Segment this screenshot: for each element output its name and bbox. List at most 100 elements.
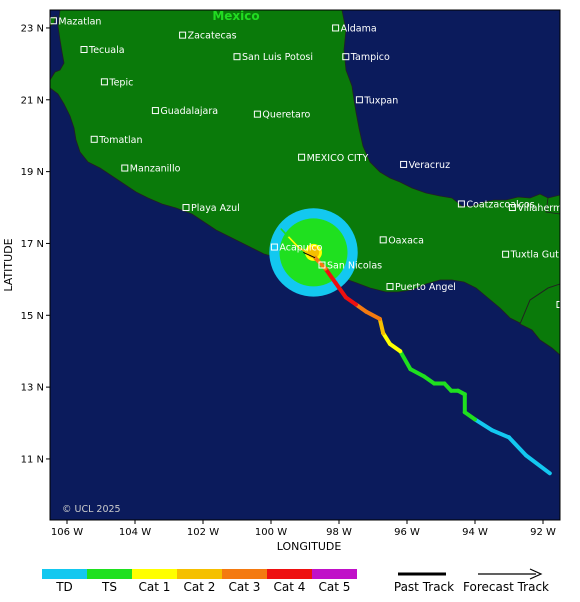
city-label: San Nicolas: [327, 261, 382, 272]
country-label: Mexico: [212, 9, 259, 23]
forecast-track-legend-arrow-icon: [529, 568, 543, 580]
legend-label: Cat 2: [184, 580, 216, 594]
city-label: Acapulco: [279, 243, 322, 254]
y-tick-label: 19 N: [21, 167, 44, 178]
y-tick-label: 23 N: [21, 23, 44, 34]
city-label: Zacatecas: [188, 31, 237, 42]
legend-label: TD: [55, 580, 73, 594]
track-segment: [507, 435, 528, 458]
city-marker: [355, 96, 363, 104]
city-label: Puerto Angel: [395, 282, 456, 293]
city-marker: [379, 236, 387, 244]
city-label: Queretaro: [262, 110, 310, 121]
track-segment: [408, 367, 426, 379]
cities-layer: DurangoCiudad VictoriaMazatlanAldamaZaca…: [50, 0, 580, 311]
city-label: Guadalajara: [160, 106, 218, 117]
track-segment: [462, 410, 477, 422]
legend-swatch: [267, 569, 312, 579]
city-label: Ciudad Victoria: [307, 0, 379, 9]
city-marker: [298, 153, 306, 161]
legend-swatch: [87, 569, 132, 579]
city-label: Coatzacoalcos: [466, 199, 534, 210]
track-segment: [343, 295, 358, 307]
x-axis-title: LONGITUDE: [277, 540, 342, 553]
city-marker: [233, 53, 241, 61]
city-marker: [90, 135, 98, 143]
track-segment: [422, 374, 437, 386]
track-segment: [287, 235, 300, 248]
x-tick-label: 98 W: [326, 527, 352, 538]
city-label: Manzanillo: [130, 164, 181, 175]
city-marker: [179, 31, 187, 39]
city-label: Aldama: [341, 23, 377, 34]
plot-frame: [49, 9, 561, 521]
map-plot-area: DurangoCiudad VictoriaMazatlanAldamaZaca…: [50, 0, 580, 520]
track-segment: [323, 266, 338, 285]
city-marker: [253, 110, 261, 118]
y-tick-label: 13 N: [21, 383, 44, 394]
track-segment: [381, 331, 392, 347]
y-axis-title: LATITUDE: [2, 238, 15, 291]
x-tick-label: 96 W: [394, 527, 420, 538]
city-label: Mazatlan: [58, 16, 101, 27]
y-tick-label: 15 N: [21, 311, 44, 322]
legend-label: TS: [101, 580, 117, 594]
city-marker: [342, 53, 350, 61]
x-tick-label: 102 W: [187, 527, 219, 538]
city-marker: [100, 78, 108, 86]
city-label: Tampico: [350, 52, 390, 63]
city-marker: [332, 24, 340, 32]
city-marker: [121, 164, 129, 172]
track-segment: [490, 428, 511, 440]
track-segment: [524, 453, 552, 476]
city-label: Tuxpan: [363, 95, 398, 106]
city-marker: [151, 107, 159, 115]
legend-label: Cat 4: [274, 580, 306, 594]
track-segment: [398, 349, 413, 372]
x-tick-label: 92 W: [530, 527, 556, 538]
legend-swatch: [42, 569, 87, 579]
city-marker: [502, 250, 510, 258]
legend-swatch: [177, 569, 222, 579]
track-segment: [313, 255, 328, 271]
city-label: Tomatlan: [98, 135, 142, 146]
legend-swatch: [222, 569, 267, 579]
city-marker: [318, 261, 326, 269]
track-segment: [354, 302, 369, 314]
city-marker: [80, 46, 88, 54]
y-tick-label: 11 N: [21, 454, 44, 465]
city-label: Villahermosa: [517, 203, 578, 214]
city-marker: [508, 204, 516, 212]
y-tick-label: 21 N: [21, 95, 44, 106]
storm-track: [280, 228, 552, 476]
legend-label: Cat 5: [319, 580, 351, 594]
copyright-label: © UCL 2025: [62, 504, 121, 515]
legend: TD TS Cat 1 Cat 2 Cat 3 Cat 4 Cat 5: [42, 569, 357, 594]
legend-swatch: [312, 569, 357, 579]
city-label: Tecuala: [88, 45, 125, 56]
track-segment: [333, 280, 348, 300]
yucatan-border: [545, 197, 560, 215]
city-label: Oaxaca: [388, 235, 424, 246]
past-track-legend-label: Past Track: [394, 580, 454, 594]
city-marker: [457, 200, 465, 208]
legend-label: Cat 1: [139, 580, 171, 594]
city-label: Huehuetenango: [565, 300, 580, 311]
city-label: MEXICO CITY: [307, 153, 369, 164]
city-marker: [270, 243, 278, 251]
x-tick-label: 106 W: [51, 527, 83, 538]
city-label: Tuxtla Gutierrez: [510, 250, 580, 261]
y-tick-label: 17 N: [21, 239, 44, 250]
legend-swatch: [132, 569, 177, 579]
city-marker: [400, 160, 408, 168]
track-segment: [364, 309, 382, 321]
city-label: Playa Azul: [191, 203, 240, 214]
city-marker: [182, 204, 190, 212]
x-tick-label: 100 W: [255, 527, 287, 538]
city-marker: [556, 301, 560, 309]
x-tick-label: 94 W: [462, 527, 488, 538]
track-segment: [473, 417, 494, 433]
wind-field: [269, 208, 358, 297]
x-tick-label: 104 W: [119, 527, 151, 538]
